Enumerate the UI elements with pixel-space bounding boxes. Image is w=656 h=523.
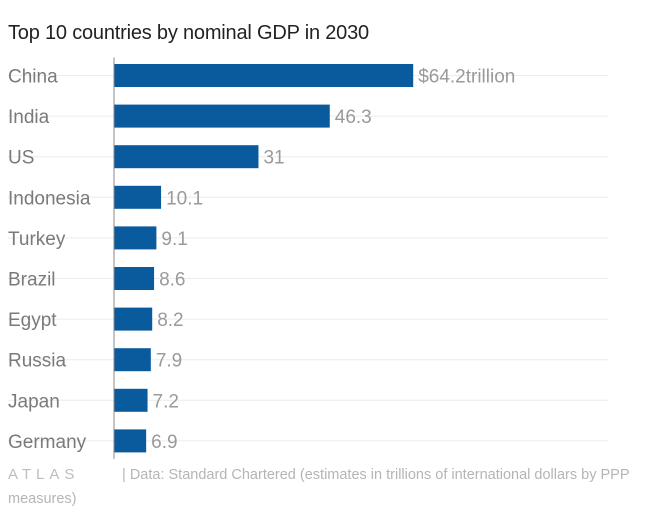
value-label: 46.3 (335, 107, 372, 128)
value-label: 8.2 (157, 310, 183, 331)
bar-egypt (114, 307, 153, 331)
category-label: Russia (8, 351, 67, 372)
bar-chart: China India US Indonesia Turkey Brazil Egypt Ru… (8, 57, 608, 459)
value-labels: $64.2trillion 46.3 31 10.1 9.1 8.6 8.2 7.9 7.2 6.… (151, 67, 515, 453)
bar-china (114, 64, 414, 87)
chart-title: Top 10 countries by nominal GDP in 2030 (8, 22, 369, 44)
atlas-logo: ATLAS (8, 466, 80, 483)
bar-japan (114, 388, 148, 412)
bar-india (114, 104, 330, 128)
category-label: Japan (8, 391, 60, 412)
bar-russia (114, 348, 151, 372)
bar-turkey (114, 226, 157, 250)
category-label: Turkey (8, 229, 66, 250)
value-label: 9.1 (161, 229, 187, 250)
value-label: $64.2trillion (418, 67, 515, 88)
value-label: 7.2 (153, 391, 179, 412)
footer: ATLAS | Data: Standard Chartered (estima… (8, 463, 648, 511)
value-label: 7.9 (156, 351, 182, 372)
bar-germany (114, 429, 147, 453)
bar-us (114, 145, 259, 169)
category-label: China (8, 67, 58, 88)
category-label: Egypt (8, 310, 57, 331)
value-label: 8.6 (159, 270, 185, 291)
category-label: India (8, 107, 50, 128)
category-labels: China India US Indonesia Turkey Brazil Egypt Ru… (8, 67, 91, 453)
bar-brazil (114, 267, 155, 290)
value-label: 10.1 (166, 188, 203, 209)
source-note: | Data: Standard Chartered (estimates in… (8, 467, 630, 507)
category-label: Germany (8, 432, 87, 453)
category-label: US (8, 148, 34, 169)
value-label: 31 (263, 148, 284, 169)
category-label: Brazil (8, 270, 56, 291)
value-label: 6.9 (151, 432, 177, 453)
grid-lines (8, 75, 608, 442)
bars (114, 64, 414, 453)
category-label: Indonesia (8, 188, 91, 209)
bar-indonesia (114, 185, 162, 209)
